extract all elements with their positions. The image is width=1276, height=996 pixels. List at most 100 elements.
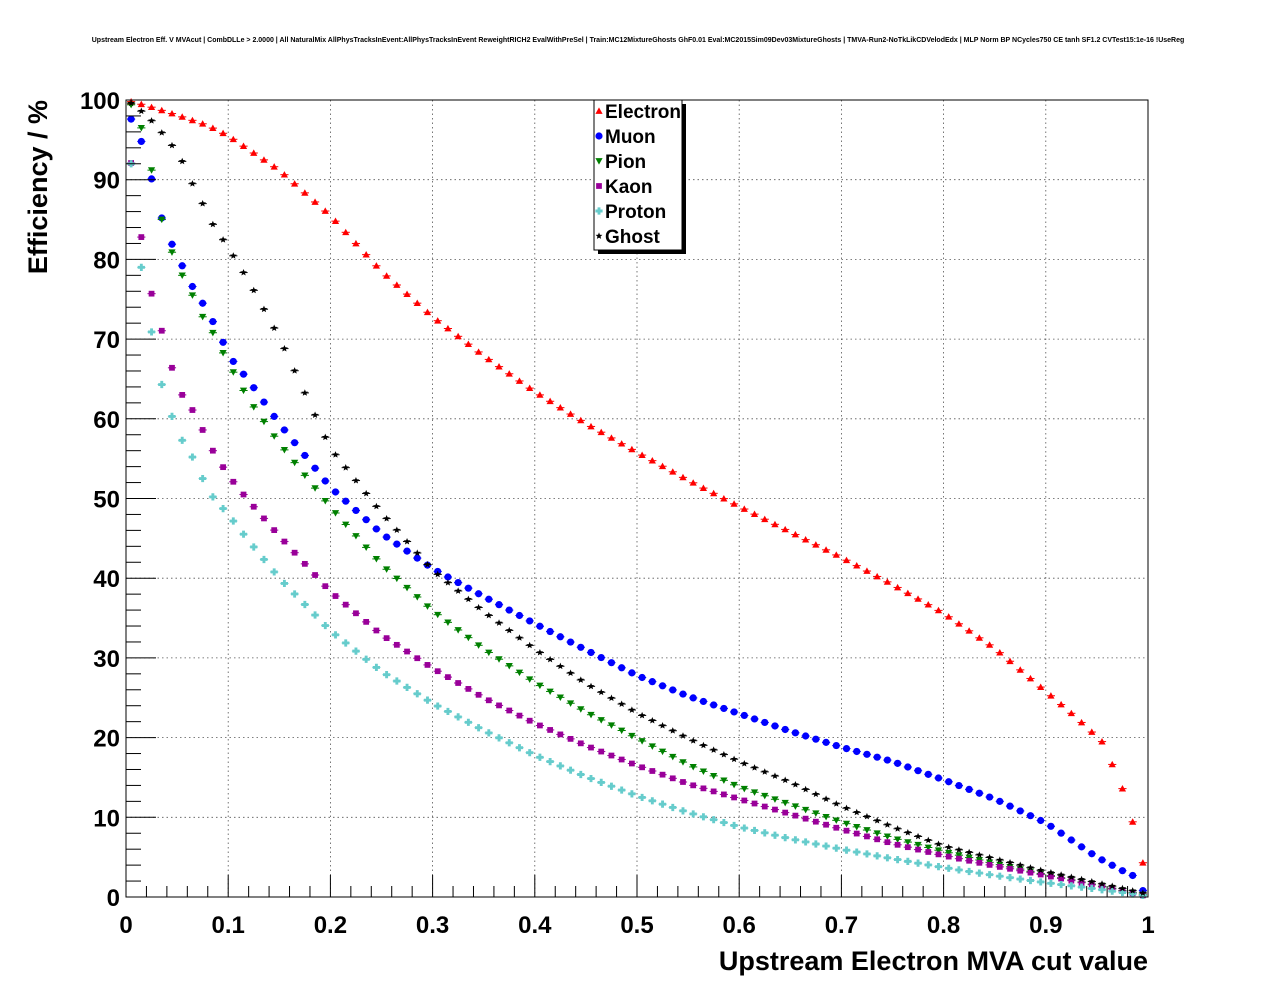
data-point <box>996 649 1004 656</box>
data-point <box>1108 760 1116 768</box>
data-point <box>260 156 268 163</box>
data-point <box>423 308 432 316</box>
data-point <box>771 796 779 803</box>
data-point <box>638 711 646 719</box>
data-point <box>168 240 176 248</box>
data-point <box>1129 887 1137 894</box>
data-point <box>863 850 871 858</box>
data-point <box>1129 871 1137 880</box>
data-point <box>689 479 697 486</box>
data-point <box>1006 874 1014 882</box>
data-point <box>280 171 289 178</box>
data-point <box>812 810 820 817</box>
data-point <box>802 732 810 740</box>
data-point <box>322 583 329 590</box>
data-point <box>638 673 646 682</box>
data-point <box>863 827 871 834</box>
data-point <box>239 387 248 395</box>
data-point <box>321 621 329 630</box>
data-point <box>975 869 983 877</box>
data-point <box>802 815 809 822</box>
data-point <box>199 120 207 127</box>
data-point <box>229 517 237 525</box>
data-point <box>658 748 667 756</box>
data-point <box>598 748 605 755</box>
data-point <box>853 830 860 837</box>
data-point <box>168 141 176 149</box>
data-point <box>863 750 871 758</box>
data-point <box>689 764 697 771</box>
data-point <box>985 641 994 648</box>
data-point <box>474 724 483 732</box>
data-point <box>444 573 452 581</box>
x-tick-label: 0.8 <box>927 912 960 939</box>
data-point <box>873 852 881 860</box>
data-point <box>1078 879 1085 886</box>
data-point <box>618 440 626 447</box>
data-point <box>873 830 881 837</box>
data-point <box>474 590 483 598</box>
legend-marker-kaon <box>596 183 602 189</box>
data-point <box>383 566 391 573</box>
data-point <box>423 696 432 704</box>
data-point <box>383 272 391 279</box>
data-point <box>955 781 963 790</box>
data-point <box>372 525 380 533</box>
data-point <box>863 812 871 820</box>
data-point <box>679 690 687 698</box>
data-point <box>730 821 738 830</box>
chart-title: Upstream Electron Eff. V MVAcut | CombDL… <box>92 37 1185 44</box>
data-point <box>474 642 483 649</box>
data-point <box>782 809 789 816</box>
data-point <box>750 789 759 796</box>
data-point <box>1027 864 1034 871</box>
data-point <box>1088 850 1096 858</box>
data-point <box>536 648 544 656</box>
data-point <box>720 704 728 713</box>
data-point <box>1077 883 1086 891</box>
data-point <box>362 489 370 497</box>
data-point <box>853 562 861 569</box>
data-point <box>945 864 953 872</box>
data-point <box>587 682 595 690</box>
data-point <box>904 844 911 851</box>
data-point <box>199 313 207 321</box>
data-point <box>1139 859 1147 866</box>
series-proton <box>127 160 1147 900</box>
data-point <box>1088 728 1096 735</box>
data-point <box>556 762 564 770</box>
data-point <box>342 464 350 471</box>
data-point <box>219 504 227 513</box>
data-point <box>934 774 943 782</box>
data-point <box>577 770 585 779</box>
data-point <box>761 515 769 523</box>
data-point <box>342 497 350 505</box>
data-point <box>648 716 656 724</box>
data-point <box>935 840 942 847</box>
data-point <box>495 734 503 742</box>
data-point <box>648 457 656 464</box>
data-point <box>137 137 145 146</box>
data-point <box>556 694 564 701</box>
data-point <box>914 767 922 775</box>
data-point <box>250 543 258 551</box>
data-point <box>1118 888 1127 897</box>
x-tick-label: 0.3 <box>416 912 449 939</box>
data-point <box>792 812 799 819</box>
data-point <box>720 791 727 798</box>
data-point <box>454 332 462 340</box>
data-point <box>321 477 329 485</box>
y-tick-label: 60 <box>93 407 120 434</box>
data-point <box>761 803 768 810</box>
data-point <box>291 459 299 467</box>
data-point <box>659 722 666 729</box>
data-point <box>894 836 902 843</box>
data-point <box>291 590 299 598</box>
data-point <box>147 175 156 183</box>
data-point <box>403 537 411 545</box>
data-point <box>679 473 687 481</box>
data-point <box>965 867 973 876</box>
data-point <box>485 729 493 737</box>
data-point <box>332 593 339 599</box>
data-point <box>219 350 227 357</box>
